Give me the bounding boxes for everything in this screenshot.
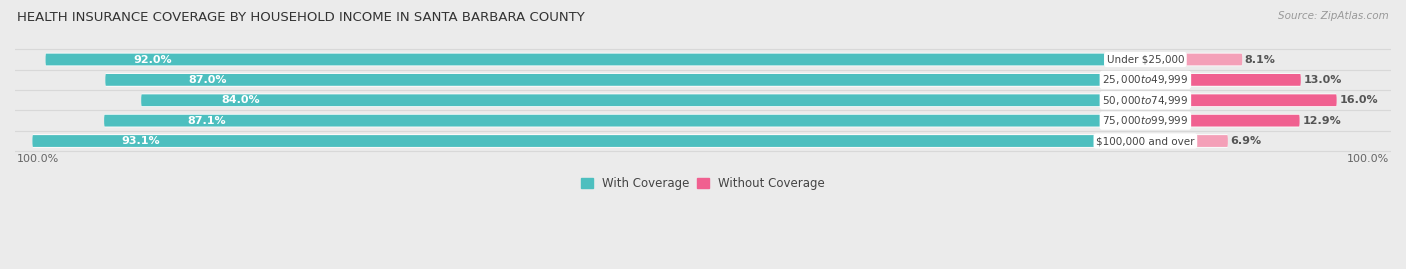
- Text: $100,000 and over: $100,000 and over: [1097, 136, 1195, 146]
- FancyBboxPatch shape: [105, 73, 1301, 87]
- Legend: With Coverage, Without Coverage: With Coverage, Without Coverage: [576, 173, 830, 195]
- Text: 100.0%: 100.0%: [1347, 154, 1389, 164]
- FancyBboxPatch shape: [1146, 74, 1301, 86]
- FancyBboxPatch shape: [32, 135, 1146, 147]
- Text: 92.0%: 92.0%: [134, 55, 172, 65]
- Text: 12.9%: 12.9%: [1302, 116, 1341, 126]
- FancyBboxPatch shape: [104, 114, 1299, 127]
- Text: 6.9%: 6.9%: [1230, 136, 1261, 146]
- Text: $75,000 to $99,999: $75,000 to $99,999: [1102, 114, 1188, 127]
- FancyBboxPatch shape: [32, 134, 1227, 148]
- FancyBboxPatch shape: [1146, 135, 1227, 147]
- FancyBboxPatch shape: [45, 53, 1243, 66]
- FancyBboxPatch shape: [1146, 54, 1243, 65]
- Text: 16.0%: 16.0%: [1340, 95, 1378, 105]
- FancyBboxPatch shape: [141, 94, 1337, 107]
- Text: $25,000 to $49,999: $25,000 to $49,999: [1102, 73, 1188, 86]
- FancyBboxPatch shape: [105, 74, 1146, 86]
- FancyBboxPatch shape: [45, 54, 1146, 65]
- Text: $50,000 to $74,999: $50,000 to $74,999: [1102, 94, 1188, 107]
- FancyBboxPatch shape: [104, 115, 1146, 126]
- Text: 100.0%: 100.0%: [17, 154, 59, 164]
- Text: 93.1%: 93.1%: [121, 136, 160, 146]
- Text: 87.0%: 87.0%: [188, 75, 226, 85]
- FancyBboxPatch shape: [1146, 115, 1299, 126]
- Text: 8.1%: 8.1%: [1244, 55, 1275, 65]
- Text: Under $25,000: Under $25,000: [1107, 55, 1184, 65]
- Text: 84.0%: 84.0%: [222, 95, 260, 105]
- Text: 87.1%: 87.1%: [187, 116, 226, 126]
- Text: HEALTH INSURANCE COVERAGE BY HOUSEHOLD INCOME IN SANTA BARBARA COUNTY: HEALTH INSURANCE COVERAGE BY HOUSEHOLD I…: [17, 11, 585, 24]
- FancyBboxPatch shape: [1146, 94, 1337, 106]
- Text: Source: ZipAtlas.com: Source: ZipAtlas.com: [1278, 11, 1389, 21]
- Text: 13.0%: 13.0%: [1303, 75, 1341, 85]
- FancyBboxPatch shape: [141, 94, 1146, 106]
